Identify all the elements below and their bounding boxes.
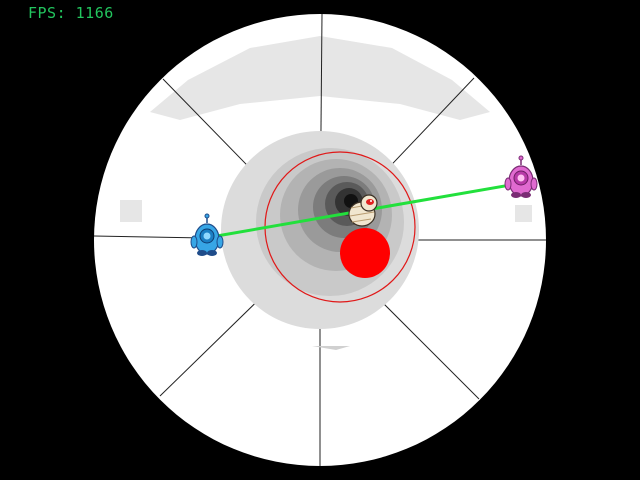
- mummy-icon: [348, 194, 378, 227]
- fps-counter: FPS: 1166: [28, 4, 114, 22]
- pink-robot-icon: [504, 155, 538, 198]
- blue-robot-icon: [190, 213, 224, 256]
- red-ball: [340, 228, 390, 278]
- arena-shading: [120, 36, 532, 222]
